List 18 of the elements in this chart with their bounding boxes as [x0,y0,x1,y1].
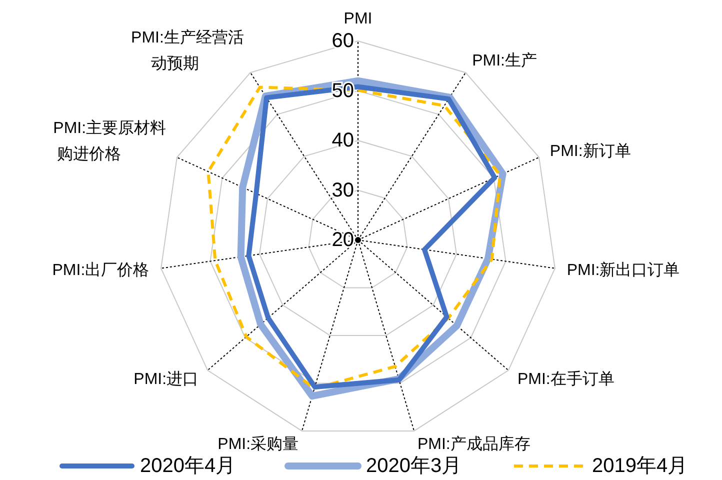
spoke-label: PMI:产成品库存 [417,434,530,453]
y-tick-label: 40 [332,130,354,152]
y-tick-label: 20 [332,229,354,251]
spoke-label: PMI:生产经营活动预期 [131,28,244,72]
spoke-label: PMI:采购量 [218,434,299,453]
y-tick-label: 30 [332,179,354,202]
spoke-label: PMI [344,10,372,28]
legend-label: 2019年4月 [592,455,688,477]
legend-label: 2020年3月 [366,455,462,477]
spoke-label: PMI:进口 [134,370,199,388]
spoke-label: PMI:新订单 [550,142,631,160]
spoke-label: PMI:生产 [472,51,537,70]
spoke-label: PMI:在手订单 [517,370,614,388]
spoke-label: PMI:主要原材料购进价格 [53,119,166,164]
spoke-label: PMI:出厂价格 [52,260,150,279]
spoke-label: PMI:新出口订单 [566,260,680,279]
y-tick-label: 60 [332,30,354,52]
legend-label: 2020年4月 [140,455,236,477]
